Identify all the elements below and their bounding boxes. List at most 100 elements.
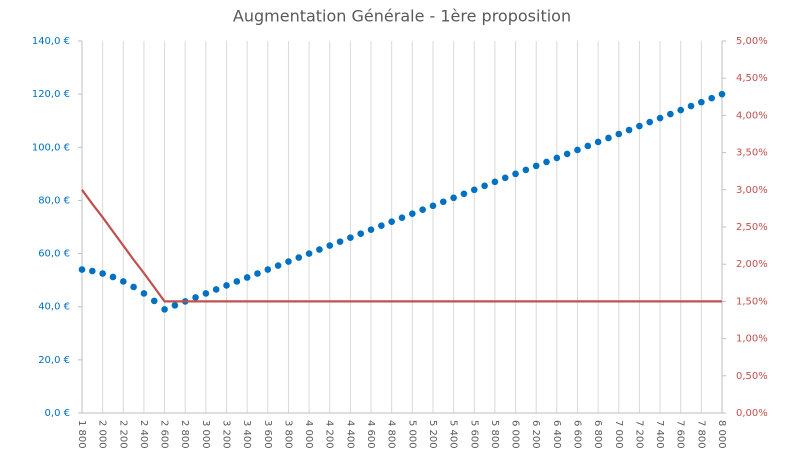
x-tick-label: 6 800	[592, 420, 603, 449]
data-point	[450, 194, 457, 202]
x-tick-label: 4 400	[344, 420, 355, 449]
x-tick-label: 4 600	[365, 420, 376, 449]
data-point	[677, 106, 685, 114]
data-point	[347, 234, 354, 241]
x-tick-label: 5 600	[468, 420, 479, 449]
data-point	[656, 114, 664, 122]
y2-tick-label: 3,00%	[736, 185, 768, 196]
data-point	[150, 297, 158, 305]
data-point	[625, 126, 633, 134]
data-point	[470, 186, 478, 194]
y2-tick-label: 2,50%	[736, 222, 768, 233]
data-point	[171, 302, 179, 309]
chart-title: Augmentation Générale - 1ère proposition	[233, 7, 571, 26]
x-tick-label: 3 800	[282, 420, 293, 449]
data-point	[140, 290, 148, 297]
data-point	[481, 182, 488, 190]
y-tick-label: 80,0 €	[38, 195, 70, 206]
data-point	[192, 294, 199, 301]
data-point	[99, 270, 106, 277]
data-point	[130, 283, 137, 291]
x-tick-label: 2 400	[138, 420, 149, 449]
data-point	[543, 158, 550, 166]
data-point	[78, 266, 86, 273]
y2-tick-label: 4,00%	[736, 110, 768, 121]
data-point	[119, 278, 127, 285]
data-point	[718, 90, 726, 98]
x-tick-label: 5 800	[489, 420, 500, 449]
data-point	[109, 273, 117, 281]
y-tick-label: 60,0 €	[38, 249, 70, 260]
data-point	[336, 238, 344, 245]
data-point	[553, 154, 561, 162]
data-point	[326, 242, 334, 249]
x-tick-label: 6 400	[551, 420, 562, 449]
data-point	[409, 210, 416, 218]
x-tick-label: 4 800	[386, 420, 397, 449]
x-tick-label: 4 200	[324, 420, 335, 449]
data-point	[605, 134, 612, 142]
x-tick-label: 2 600	[159, 420, 170, 449]
data-point	[687, 102, 695, 110]
x-tick-label: 7 800	[695, 420, 706, 449]
x-tick-label: 7 600	[675, 420, 686, 449]
y-tick-label: 40,0 €	[38, 302, 70, 313]
data-point	[202, 290, 210, 297]
x-tick-label: 3 600	[262, 420, 273, 449]
y-tick-label: 20,0 €	[38, 355, 70, 366]
data-point	[439, 198, 447, 206]
data-point	[636, 122, 643, 130]
x-tick-label: 7 000	[613, 420, 624, 449]
data-point	[254, 270, 261, 277]
y2-tick-label: 4,50%	[736, 73, 768, 84]
y-tick-label: 0,0 €	[45, 408, 70, 419]
data-point	[522, 166, 530, 174]
x-tick-label: 6 600	[571, 420, 582, 449]
data-point	[574, 146, 581, 154]
data-point	[594, 138, 602, 146]
x-tick-label: 2 000	[97, 420, 108, 449]
data-point	[223, 282, 230, 289]
data-point	[646, 118, 654, 126]
data-point	[398, 214, 406, 221]
data-point	[460, 190, 468, 198]
data-point	[264, 266, 272, 273]
x-tick-label: 2 800	[179, 420, 190, 449]
data-point	[233, 278, 241, 285]
data-point	[388, 218, 395, 225]
data-point	[563, 150, 571, 158]
y2-tick-label: 0,00%	[736, 408, 768, 419]
data-point	[429, 202, 437, 210]
y-tick-label: 140,0 €	[32, 36, 70, 47]
x-tick-label: 5 200	[427, 420, 438, 449]
y2-tick-label: 3,50%	[736, 148, 768, 159]
y2-tick-label: 1,50%	[736, 296, 768, 307]
x-tick-label: 3 200	[221, 420, 232, 449]
data-point	[357, 230, 365, 237]
data-point	[532, 162, 540, 170]
y-tick-label: 100,0 €	[32, 142, 70, 153]
x-tick-label: 7 400	[654, 420, 665, 449]
x-tick-label: 5 000	[406, 420, 417, 449]
y2-tick-label: 5,00%	[736, 36, 768, 47]
y2-tick-label: 0,50%	[736, 371, 768, 382]
data-point	[501, 174, 509, 182]
x-tick-label: 7 200	[633, 420, 644, 449]
data-point	[243, 274, 251, 281]
y-tick-label: 120,0 €	[32, 89, 70, 100]
data-point	[367, 226, 375, 233]
data-point	[615, 130, 623, 138]
data-point	[161, 306, 168, 313]
data-point	[285, 258, 292, 265]
data-point	[305, 250, 313, 257]
data-point	[212, 286, 220, 293]
x-tick-label: 4 000	[303, 420, 314, 449]
data-point	[584, 142, 592, 150]
y2-tick-label: 1,00%	[736, 334, 768, 345]
x-tick-label: 1 800	[76, 420, 87, 449]
x-tick-label: 8 000	[716, 420, 727, 449]
data-point	[667, 110, 674, 118]
y2-tick-label: 2,00%	[736, 259, 768, 270]
